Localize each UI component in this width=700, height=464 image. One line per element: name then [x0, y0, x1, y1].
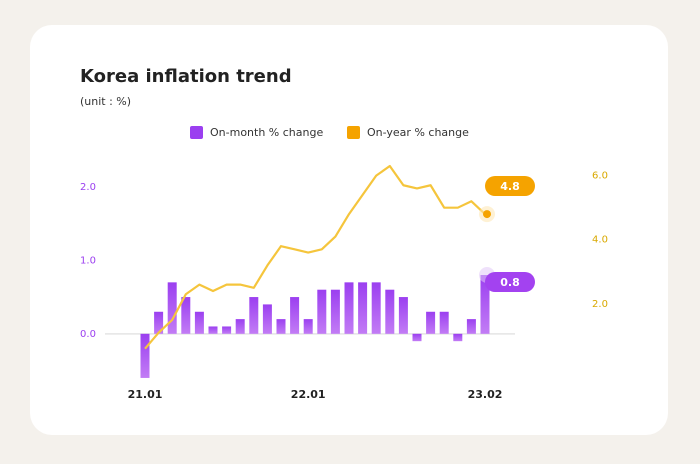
y-tick-label: 1.0: [80, 255, 96, 266]
callout-box: [485, 272, 535, 292]
y-tick-label: 0.0: [80, 329, 96, 340]
x-tick-label: 22.01: [291, 388, 326, 401]
bar: [344, 282, 354, 334]
bar: [290, 297, 300, 334]
legend-swatch: [347, 126, 360, 139]
callout-label: 0.8: [500, 276, 520, 289]
y2-tick-label: 6.0: [592, 171, 608, 182]
bar: [439, 311, 449, 334]
bar: [208, 326, 218, 334]
bar: [235, 319, 245, 334]
line: [144, 164, 486, 350]
end-dot: [483, 210, 491, 219]
bar: [480, 275, 490, 334]
bar: [466, 319, 476, 334]
bar: [167, 282, 177, 334]
bar: [330, 289, 340, 334]
bar: [426, 311, 436, 334]
legend-label: On-month % change: [210, 126, 323, 139]
legend-swatch: [190, 126, 203, 139]
y2-tick-label: 2.0: [592, 299, 608, 310]
bar: [358, 282, 368, 334]
bar: [222, 326, 232, 334]
x-tick-label: 23.02: [468, 388, 503, 401]
bar: [303, 319, 313, 334]
bar: [385, 289, 395, 334]
bar: [276, 319, 286, 334]
y2-tick-label: 4.0: [592, 235, 608, 246]
callout-box: [485, 176, 535, 196]
bar: [181, 297, 191, 334]
bar: [249, 297, 259, 334]
bar: [371, 282, 381, 334]
bar: [317, 289, 327, 334]
chart-title: Korea inflation trend: [80, 66, 292, 87]
bar: [154, 311, 164, 334]
chart-subtitle: (unit : %): [80, 95, 131, 108]
bar: [412, 333, 422, 342]
bar: [453, 333, 463, 342]
x-tick-label: 21.01: [128, 388, 163, 401]
bar: [262, 304, 272, 334]
bar: [398, 297, 408, 334]
y-tick-label: 2.0: [80, 182, 96, 193]
bar: [194, 311, 204, 334]
bar: [140, 333, 150, 378]
callout-label: 4.8: [500, 180, 520, 193]
legend-label: On-year % change: [367, 126, 469, 139]
